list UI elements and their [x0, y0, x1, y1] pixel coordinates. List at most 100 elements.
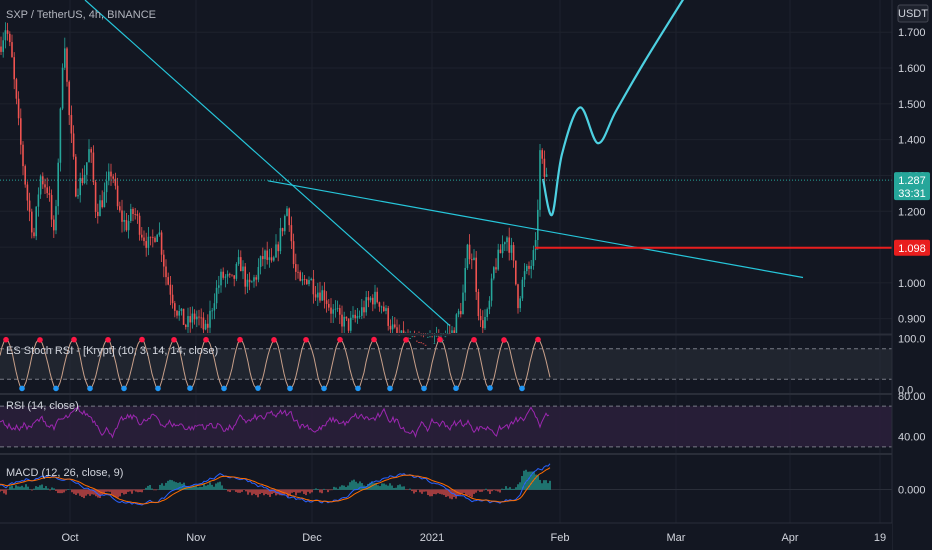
trendline[interactable]: [84, 0, 451, 327]
price-axis[interactable]: USDT 1.7001.6001.5001.4001.3001.2001.100…: [891, 0, 932, 550]
candle: [490, 273, 493, 307]
candle: [466, 243, 469, 270]
rsi-pane[interactable]: RSI (14, close): [0, 400, 892, 448]
candle: [314, 286, 317, 301]
overbought-marker: [171, 336, 177, 343]
macd-histogram-bar: [169, 479, 171, 490]
candle: [185, 323, 187, 330]
candle: [438, 329, 440, 337]
macd-histogram-bar: [539, 479, 541, 490]
macd-histogram-bar: [535, 474, 537, 490]
macd-histogram-bar: [109, 489, 111, 492]
macd-histogram-bar: [243, 489, 245, 491]
overbought-marker: [71, 336, 77, 343]
macd-histogram-bar: [19, 486, 21, 490]
candle: [501, 235, 504, 258]
macd-histogram-bar: [315, 488, 317, 490]
candle: [182, 308, 185, 325]
macd-histogram-bar: [497, 489, 499, 492]
overbought-marker: [437, 336, 443, 343]
rsi-line: [0, 405, 550, 439]
candle: [145, 232, 147, 257]
macd-histogram-bar: [523, 470, 525, 490]
macd-histogram-bar: [475, 489, 477, 493]
candle: [402, 321, 405, 333]
candle: [189, 306, 191, 333]
macd-histogram-bar: [345, 487, 347, 490]
candle: [301, 272, 304, 286]
macd-histogram-bar: [125, 489, 127, 494]
macd-histogram-bar: [139, 489, 141, 493]
candle: [270, 248, 273, 263]
current-price-label: 1.287: [898, 175, 926, 187]
candle: [119, 201, 121, 213]
oversold-marker: [255, 385, 261, 391]
macd-histogram-bar: [445, 489, 447, 497]
macd-histogram-bar: [199, 486, 201, 490]
macd-histogram-bar: [401, 486, 403, 490]
rsi-tick-label: 80.00: [898, 391, 926, 403]
macd-histogram-bar: [147, 485, 149, 490]
candle: [209, 300, 211, 333]
candle: [154, 236, 156, 243]
candle: [369, 296, 372, 303]
candle: [99, 194, 101, 217]
macd-histogram-bar: [397, 485, 399, 490]
candle: [103, 182, 106, 208]
macd-histogram-bar: [119, 489, 121, 497]
candle: [39, 174, 42, 199]
oversold-marker: [155, 385, 161, 392]
macd-histogram-bar: [183, 482, 185, 490]
candle: [134, 207, 136, 220]
macd-histogram-bar: [235, 489, 237, 492]
candle: [446, 323, 449, 334]
macd-histogram-bar: [111, 489, 113, 496]
macd-histogram-bar: [479, 489, 481, 492]
candle: [64, 37, 66, 71]
macd-histogram-bar: [41, 484, 43, 490]
macd-histogram-bar: [423, 489, 425, 492]
candle: [101, 190, 103, 209]
macd-histogram-bar: [219, 481, 221, 490]
candle: [297, 264, 299, 279]
macd-histogram-bar: [391, 485, 393, 490]
time-axis[interactable]: Oct Nov Dec 2021 Feb Mar Apr 19: [0, 522, 892, 550]
oversold-marker: [453, 385, 459, 392]
candle: [83, 165, 86, 185]
price-pane[interactable]: SXP / TetherUS, 4h, BINANCE: [0, 0, 892, 346]
stoch-rsi-pane[interactable]: ES Stoch RSI - [Krypt] (10, 3, 14, 14, c…: [0, 336, 892, 392]
macd-histogram-bar: [165, 482, 167, 490]
macd-histogram-bar: [291, 489, 293, 493]
macd-histogram-bar: [443, 489, 445, 496]
macd-histogram-bar: [377, 485, 379, 490]
candle: [453, 327, 455, 333]
macd-histogram-bar: [23, 487, 25, 490]
indicator-tick-labels: 100.0 0.080.00 40.00 0.000: [898, 334, 926, 497]
macd-histogram-bar: [285, 489, 287, 494]
candle: [215, 280, 218, 309]
macd-histogram-bar: [507, 488, 509, 490]
time-tick-labels: Oct Nov Dec 2021 Feb Mar Apr 19: [61, 532, 886, 544]
macd-histogram-bar: [383, 483, 385, 490]
candle: [226, 270, 229, 284]
candle: [317, 282, 319, 307]
stoch-tick-label: 100.0: [898, 334, 926, 346]
macd-histogram-bar: [547, 483, 549, 490]
candle: [352, 306, 354, 320]
candle: [244, 262, 246, 295]
candle: [427, 333, 429, 338]
candle: [178, 305, 180, 321]
candle: [528, 261, 530, 276]
candle: [521, 277, 524, 302]
macd-histogram-bar: [341, 485, 343, 490]
macd-histogram-bar: [253, 489, 255, 494]
currency-badge[interactable]: USDT: [897, 4, 929, 23]
candle: [112, 173, 114, 184]
macd-histogram-bar: [17, 486, 19, 490]
macd-histogram-bar: [5, 489, 7, 495]
candle: [207, 314, 209, 333]
trendline[interactable]: [267, 180, 804, 279]
macd-histogram-bar: [133, 489, 135, 491]
macd-pane[interactable]: MACD (12, 26, close, 9): [0, 463, 892, 506]
